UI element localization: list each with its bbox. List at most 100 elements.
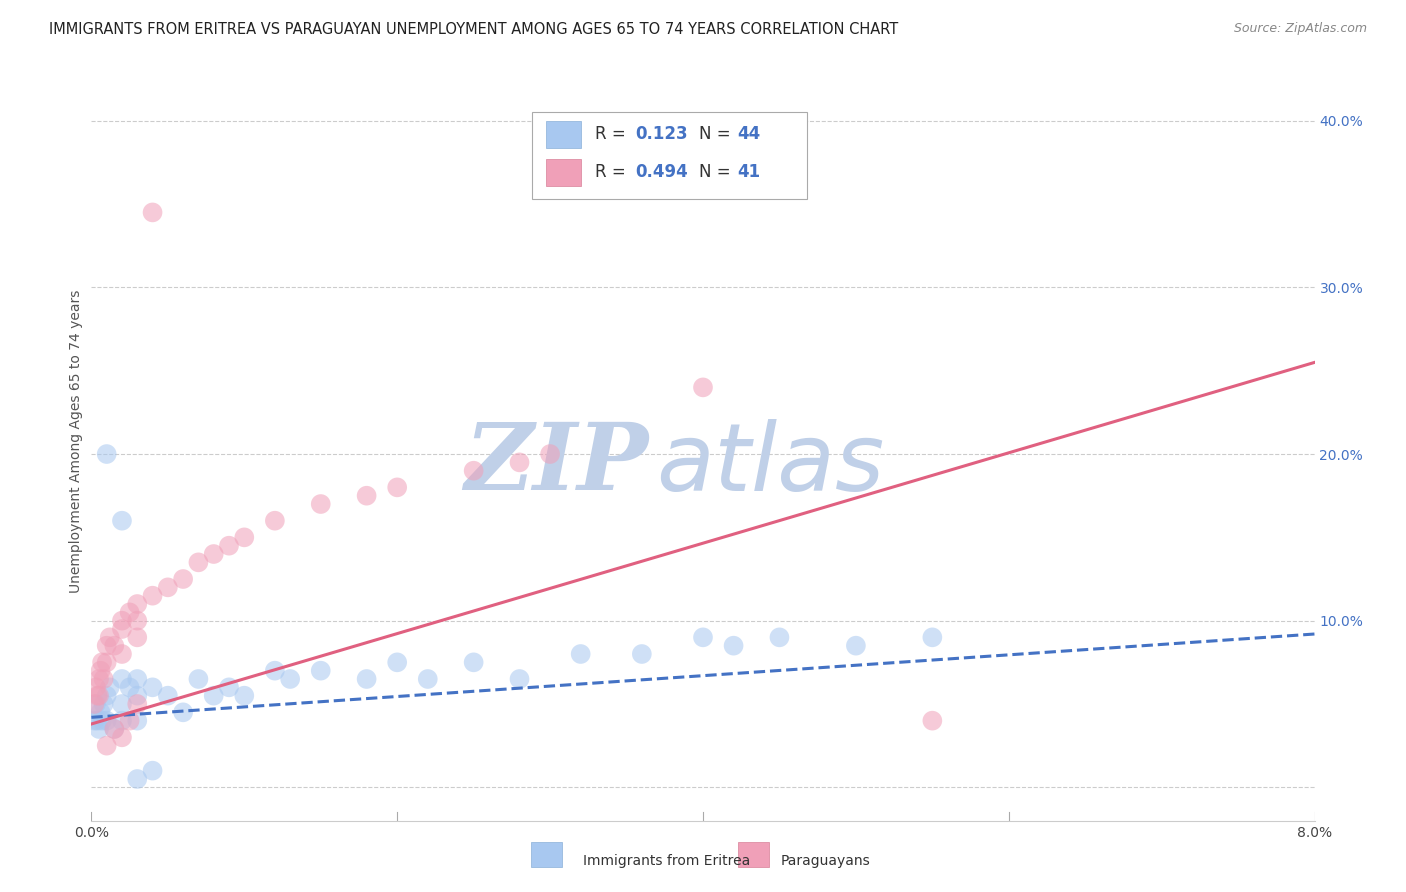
- Point: [111, 697, 134, 711]
- Point: [96, 447, 118, 461]
- Point: [187, 555, 209, 569]
- Point: [91, 656, 114, 670]
- Point: [172, 572, 194, 586]
- Text: R =: R =: [595, 163, 631, 181]
- Point: [86, 714, 108, 728]
- Point: [509, 672, 531, 686]
- Point: [356, 489, 378, 503]
- Point: [202, 547, 225, 561]
- Point: [723, 639, 745, 653]
- Point: [233, 689, 256, 703]
- Point: [118, 714, 141, 728]
- Text: Immigrants from Eritrea: Immigrants from Eritrea: [583, 854, 751, 868]
- Text: 0.494: 0.494: [636, 163, 689, 181]
- Point: [156, 689, 179, 703]
- Text: N =: N =: [699, 163, 737, 181]
- Point: [463, 464, 485, 478]
- Text: N =: N =: [699, 126, 737, 144]
- Point: [127, 631, 149, 645]
- Text: 0.123: 0.123: [636, 126, 689, 144]
- Point: [90, 706, 112, 720]
- Point: [538, 447, 561, 461]
- Y-axis label: Unemployment Among Ages 65 to 74 years: Unemployment Among Ages 65 to 74 years: [69, 290, 83, 593]
- Point: [96, 639, 118, 653]
- Point: [127, 714, 149, 728]
- Point: [187, 672, 209, 686]
- Point: [463, 656, 485, 670]
- Point: [87, 689, 110, 703]
- Point: [921, 631, 943, 645]
- Point: [111, 731, 134, 745]
- Point: [96, 689, 118, 703]
- Point: [141, 764, 163, 778]
- Point: [141, 589, 163, 603]
- Point: [127, 597, 149, 611]
- FancyBboxPatch shape: [531, 112, 807, 199]
- Point: [385, 656, 409, 670]
- Point: [96, 656, 118, 670]
- Point: [118, 605, 141, 619]
- Point: [127, 689, 149, 703]
- Point: [416, 672, 439, 686]
- Point: [127, 772, 149, 786]
- Point: [103, 722, 125, 736]
- Text: 44: 44: [737, 126, 761, 144]
- Point: [93, 672, 115, 686]
- Point: [385, 480, 409, 494]
- Point: [84, 681, 107, 695]
- Point: [86, 689, 108, 703]
- Point: [692, 631, 714, 645]
- Point: [218, 681, 240, 695]
- Point: [202, 689, 225, 703]
- Point: [141, 681, 163, 695]
- Text: IMMIGRANTS FROM ERITREA VS PARAGUAYAN UNEMPLOYMENT AMONG AGES 65 TO 74 YEARS COR: IMMIGRANTS FROM ERITREA VS PARAGUAYAN UN…: [49, 22, 898, 37]
- Point: [309, 664, 332, 678]
- Point: [569, 647, 592, 661]
- Point: [111, 614, 134, 628]
- Point: [84, 697, 107, 711]
- Point: [103, 722, 125, 736]
- FancyBboxPatch shape: [738, 842, 769, 867]
- Point: [83, 697, 105, 711]
- Text: Source: ZipAtlas.com: Source: ZipAtlas.com: [1233, 22, 1367, 36]
- Point: [156, 580, 179, 594]
- Text: R =: R =: [595, 126, 631, 144]
- Point: [309, 497, 332, 511]
- Point: [768, 631, 790, 645]
- Point: [172, 706, 194, 720]
- Point: [96, 714, 118, 728]
- Point: [509, 455, 531, 469]
- Point: [118, 681, 141, 695]
- Point: [141, 205, 163, 219]
- Text: Paraguayans: Paraguayans: [780, 854, 870, 868]
- Point: [98, 681, 121, 695]
- Text: 41: 41: [737, 163, 761, 181]
- Point: [103, 639, 125, 653]
- Point: [264, 514, 287, 528]
- Point: [264, 664, 287, 678]
- Point: [93, 697, 115, 711]
- Point: [921, 714, 943, 728]
- Point: [127, 697, 149, 711]
- Point: [98, 631, 121, 645]
- Text: ZIP: ZIP: [464, 419, 648, 509]
- FancyBboxPatch shape: [547, 159, 581, 186]
- Point: [356, 672, 378, 686]
- Point: [111, 647, 134, 661]
- Point: [692, 380, 714, 394]
- Text: atlas: atlas: [657, 418, 884, 510]
- FancyBboxPatch shape: [547, 120, 581, 148]
- Point: [127, 614, 149, 628]
- Point: [87, 722, 110, 736]
- Point: [91, 714, 114, 728]
- Point: [845, 639, 868, 653]
- Point: [218, 539, 240, 553]
- Point: [111, 672, 134, 686]
- Point: [111, 514, 134, 528]
- Point: [87, 672, 110, 686]
- Point: [96, 739, 118, 753]
- Point: [111, 622, 134, 636]
- Point: [127, 672, 149, 686]
- Point: [83, 714, 105, 728]
- Point: [630, 647, 652, 661]
